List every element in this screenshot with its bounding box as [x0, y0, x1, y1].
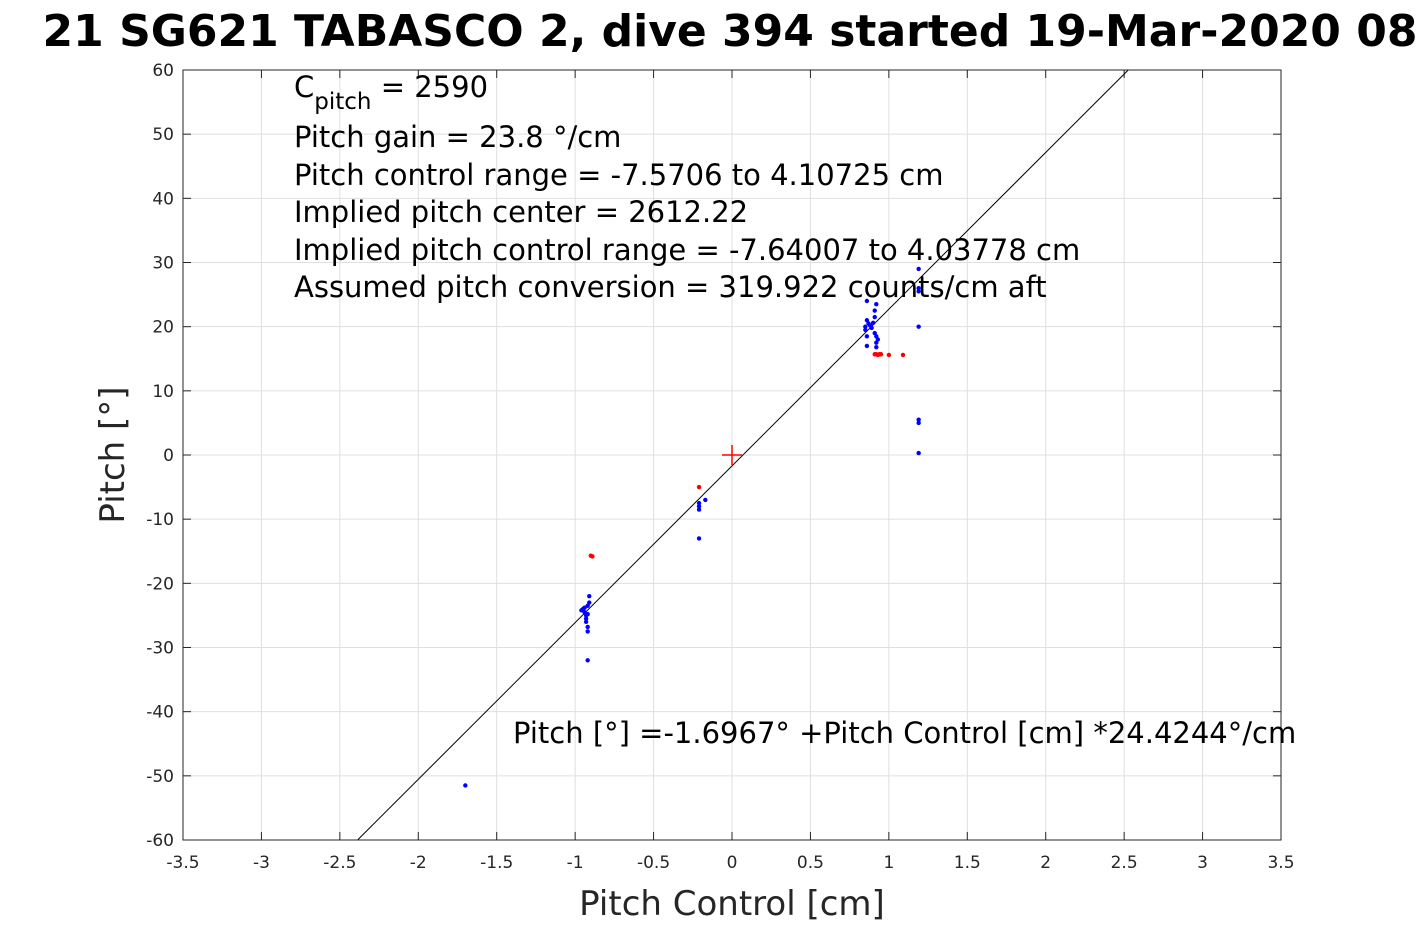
center-marker-layer: [722, 445, 742, 465]
x-tick-label: -0.5: [637, 853, 670, 873]
data-point-blue: [872, 314, 877, 320]
x-tick-label: -1: [567, 853, 584, 873]
data-point-blue: [875, 337, 881, 342]
data-point-blue: [696, 536, 702, 541]
data-point-blue: [916, 417, 921, 422]
pitch-gain-annotation: Pitch gain = 23.8 °/cm: [294, 120, 621, 154]
data-point-blue: [916, 450, 921, 456]
data-point-blue: [916, 420, 921, 426]
data-points: [463, 266, 921, 788]
data-point-blue: [864, 298, 870, 304]
c-pitch-letter: C: [294, 70, 314, 104]
fit-line-layer: [357, 69, 1129, 841]
data-point-blue: [587, 600, 592, 605]
data-point-red: [886, 352, 892, 358]
data-point-blue: [870, 320, 876, 326]
data-point-blue: [864, 343, 870, 349]
data-point-red: [878, 352, 884, 357]
y-tick-label: -20: [146, 574, 174, 594]
data-point-blue: [585, 658, 590, 663]
data-point-blue: [585, 611, 590, 617]
x-tick-label: 2: [1040, 853, 1051, 873]
fit-line: [357, 69, 1129, 841]
implied-range-annotation: Implied pitch control range = -7.64007 t…: [294, 233, 1080, 267]
x-axis-title: Pitch Control [cm]: [579, 884, 885, 924]
y-tick-labels: -60 -50 -40 -30 -20 -10 0 10 20 30 40 50 60: [146, 61, 174, 851]
data-point-blue: [874, 345, 879, 350]
data-point-blue: [583, 616, 589, 621]
data-point-blue: [696, 500, 702, 506]
data-point-blue: [872, 308, 877, 313]
x-tick-labels: -3.5 -3 -2.5 -2 -1.5 -1 -0.5 0 0.5 1 1.5 2 2.5 3 3.5: [166, 853, 1294, 873]
x-tick-label: -2.5: [323, 853, 356, 873]
x-tick-label: 1.5: [954, 853, 981, 873]
data-point-blue: [703, 497, 708, 503]
y-tick-label: -40: [146, 703, 174, 723]
y-tick-label: -60: [146, 831, 174, 851]
x-tick-label: 2.5: [1111, 853, 1138, 873]
grid: [182, 69, 1282, 841]
pitch-control-range-annotation: Pitch control range = -7.5706 to 4.10725…: [294, 158, 943, 192]
data-point-blue: [916, 289, 921, 294]
y-axis-title: Pitch [°]: [93, 386, 133, 523]
data-point-blue: [696, 507, 702, 512]
data-point-blue: [916, 324, 921, 329]
c-pitch-value: = 2590: [371, 70, 488, 104]
y-tick-label: 20: [152, 318, 174, 338]
fit-equation-annotation: Pitch [°] =-1.6967° +Pitch Control [cm] …: [513, 716, 1296, 750]
data-point-blue: [916, 266, 921, 272]
data-point-blue: [585, 629, 590, 634]
data-point-red: [696, 484, 702, 490]
x-tick-label: 1: [883, 853, 894, 873]
data-point-blue: [863, 327, 868, 333]
y-tick-label: 50: [152, 125, 174, 145]
x-tick-label: 0.5: [797, 853, 824, 873]
data-point-blue: [583, 619, 589, 625]
plot-frame: [182, 69, 1282, 841]
data-point-red: [900, 352, 906, 358]
assumed-conversion-annotation: Assumed pitch conversion = 319.922 count…: [294, 270, 1047, 304]
y-tick-label: -50: [146, 767, 174, 787]
chart-title: 21 SG621 TABASCO 2, dive 394 started 19-…: [43, 6, 1417, 57]
x-tick-label: 3: [1197, 853, 1208, 873]
center-plus-marker: [722, 445, 742, 465]
x-tick-label: -2: [410, 853, 427, 873]
x-tick-label: 0: [727, 853, 738, 873]
y-tick-label: -30: [146, 639, 174, 659]
x-tick-label: -3.5: [166, 853, 199, 873]
data-point-blue: [579, 608, 584, 613]
data-point-blue: [869, 325, 874, 331]
data-point-blue: [863, 324, 868, 329]
y-tick-label: 60: [152, 61, 174, 81]
c-pitch-subscript: pitch: [314, 89, 371, 115]
data-point-blue: [864, 334, 870, 339]
data-point-blue: [587, 593, 592, 599]
data-point-blue: [585, 624, 590, 630]
y-tick-label: 40: [152, 189, 174, 209]
x-tick-label: -3: [253, 853, 270, 873]
data-point-blue: [696, 504, 702, 509]
implied-center-annotation: Implied pitch center = 2612.22: [294, 195, 748, 229]
y-tick-label: -10: [146, 510, 174, 530]
y-tick-label: 30: [152, 254, 174, 274]
x-tick-label: -1.5: [480, 853, 513, 873]
data-point-blue: [874, 302, 879, 307]
x-tick-label: 3.5: [1267, 853, 1294, 873]
data-point-blue: [582, 605, 587, 610]
data-point-blue: [463, 783, 468, 788]
data-point-red: [590, 554, 595, 559]
c-pitch-annotation: Cpitch = 2590: [294, 70, 488, 115]
y-tick-label: 0: [163, 446, 174, 466]
data-point-blue: [916, 285, 921, 291]
y-tick-label: 10: [152, 382, 174, 402]
